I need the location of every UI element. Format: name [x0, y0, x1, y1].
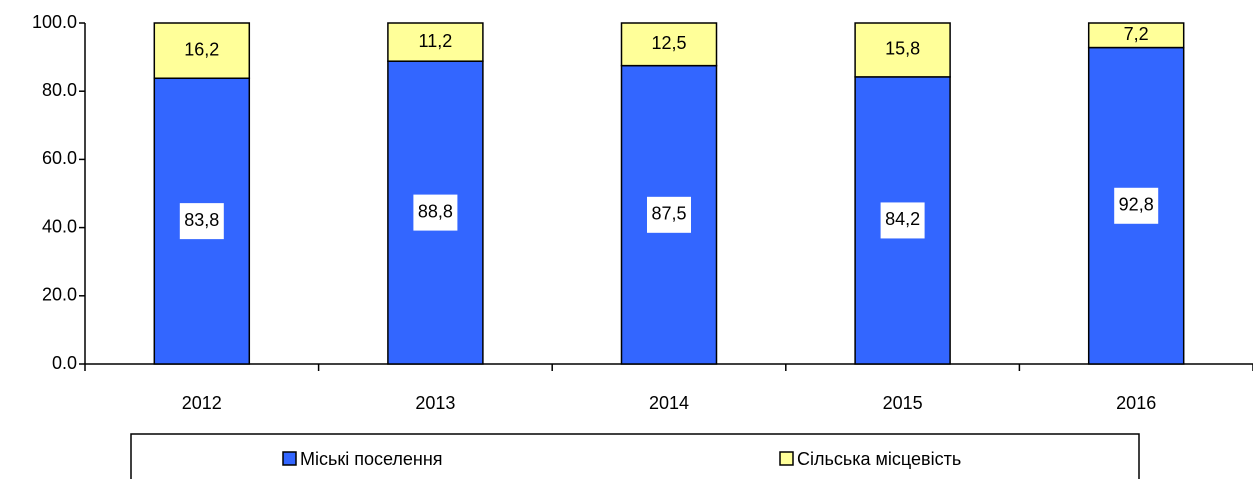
data-label: 83,8	[184, 210, 219, 230]
legend-label: Сільська місцевість	[797, 449, 961, 469]
legend-box	[130, 433, 1140, 484]
bar-segment	[620, 22, 718, 67]
y-tick-label: 80.0	[42, 80, 77, 100]
data-label: 11,2	[419, 31, 453, 51]
label-box	[413, 194, 458, 231]
data-label: 92,8	[1119, 195, 1154, 215]
legend-swatch	[779, 451, 794, 466]
label-box	[1114, 187, 1159, 224]
data-label: 88,8	[418, 201, 453, 221]
x-tick-label: 2015	[883, 393, 923, 413]
y-tick-label: 20.0	[42, 285, 77, 305]
data-label: 84,2	[885, 209, 920, 229]
y-tick-label: 100.0	[32, 12, 77, 32]
bar-segment	[153, 22, 251, 79]
label-box	[647, 196, 691, 233]
bar-segment	[387, 22, 484, 62]
legend-label: Міські поселення	[300, 449, 443, 469]
y-tick-label: 40.0	[42, 216, 77, 236]
data-label: 7,2	[1124, 24, 1149, 44]
data-label: 12,5	[651, 33, 686, 53]
x-tick-label: 2016	[1116, 393, 1156, 413]
y-tick-label: 60.0	[42, 148, 77, 168]
x-tick-label: 2014	[649, 393, 689, 413]
label-box	[179, 203, 224, 240]
label-box	[880, 202, 925, 239]
data-label: 15,8	[885, 39, 920, 59]
bar-segment	[854, 22, 951, 78]
data-label: 16,2	[184, 39, 219, 59]
data-label: 87,5	[651, 204, 686, 224]
x-tick-label: 2012	[182, 393, 222, 413]
bar-segment	[1087, 22, 1185, 49]
legend-swatch	[282, 451, 297, 466]
x-tick-label: 2013	[415, 393, 455, 413]
y-tick-label: 0.0	[52, 353, 77, 373]
